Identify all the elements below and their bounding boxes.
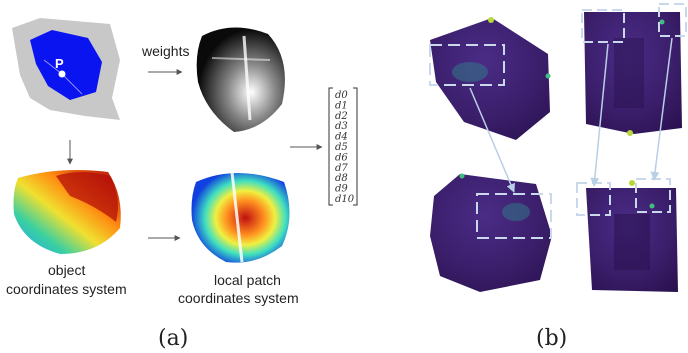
arrow-correspondence-1 [469, 87, 515, 193]
descriptor-entry: d1 [335, 100, 348, 111]
descriptor-entry: d7 [335, 163, 348, 174]
object-label-line2: coordinates system [6, 281, 127, 297]
descriptor-entry: d4 [335, 132, 348, 143]
descriptor-entry: d3 [335, 121, 348, 132]
cube-top-left [429, 17, 551, 140]
highlight-box-tr1 [581, 9, 625, 43]
descriptor-entry: d6 [335, 152, 348, 163]
arrow-correspondence-2 [590, 43, 609, 187]
point-p-marker [58, 70, 66, 78]
caption-b: (b) [536, 326, 567, 351]
descriptor-entry: d0 [335, 90, 348, 101]
object-coords-illustration [13, 170, 121, 254]
local-label-line1: local patch [214, 272, 281, 288]
cube-bottom-left [430, 173, 552, 292]
highlight-box-tl [429, 44, 505, 86]
cube-bottom-right [576, 178, 678, 292]
highlight-box-bl [476, 193, 552, 239]
descriptor-entry: d9 [335, 184, 348, 195]
panel-b: (b) [429, 3, 687, 351]
local-coords-illustration [191, 171, 290, 263]
panel-a: P weights object coordinates system loca… [6, 18, 358, 351]
object-label-line1: object [48, 262, 85, 278]
caption-a: (a) [158, 326, 188, 351]
descriptor-entry: d10 [335, 194, 355, 205]
weights-patch-illustration [196, 27, 285, 132]
descriptor-entry: d2 [335, 111, 348, 122]
local-label-line2: coordinates system [178, 290, 299, 306]
surface-patch-illustration: P [12, 18, 120, 120]
descriptor-entry: d5 [335, 142, 348, 153]
cube-top-right [581, 3, 687, 136]
weights-label: weights [141, 43, 189, 59]
point-p-label: P [55, 56, 64, 71]
arrow-correspondence-3 [650, 37, 673, 181]
descriptor-entry: d8 [335, 173, 348, 184]
